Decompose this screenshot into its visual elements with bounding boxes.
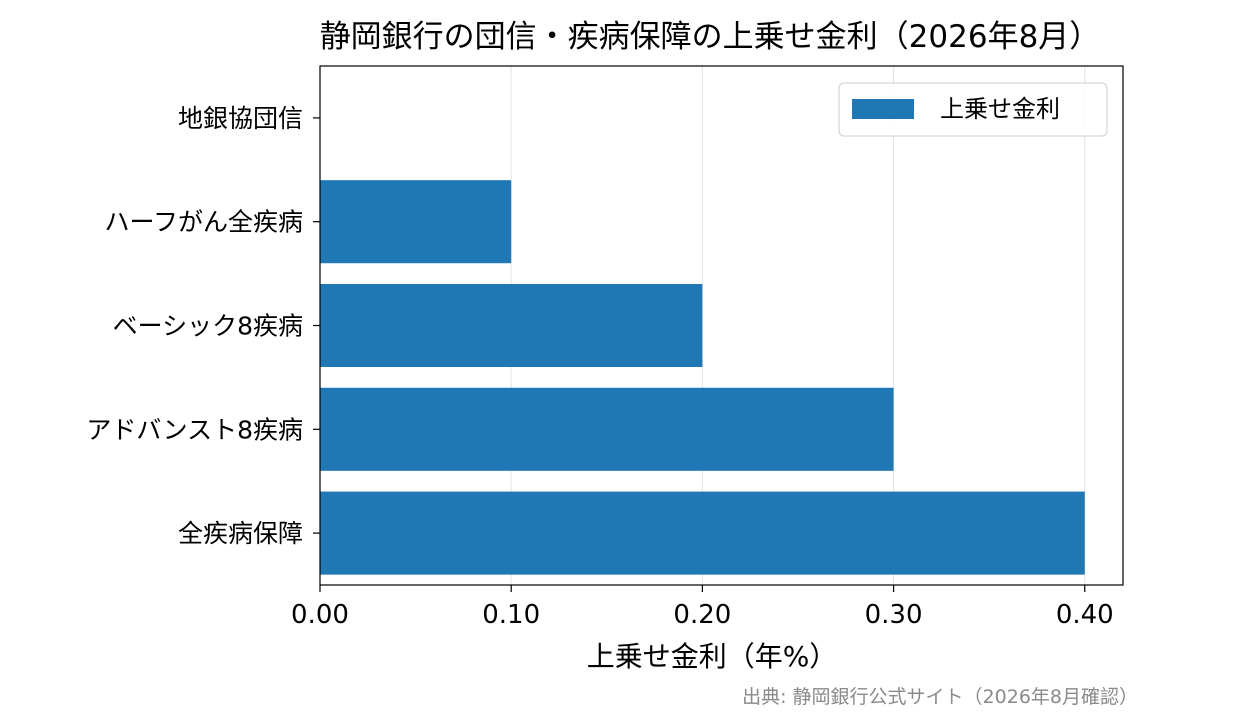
y-tick-label: 全疾病保障 [178,519,303,548]
x-tick-label: 0.40 [1056,600,1114,630]
y-tick-label: ベーシック8疾病 [113,312,303,341]
y-tick-label: アドバンスト8疾病 [86,415,303,444]
bar [320,180,512,264]
legend: 上乗せ金利 [838,82,1108,137]
bar [320,491,1085,575]
legend-box [838,82,1108,137]
bar [320,387,894,471]
legend-label: 上乗せ金利 [940,95,1060,123]
x-tick-label: 0.00 [291,600,349,630]
x-tick-label: 0.10 [482,600,540,630]
bars [320,180,1085,575]
x-axis: 0.00 0.10 0.20 0.30 0.40 [291,585,1114,630]
y-tick-label: 地銀協団信 [178,104,303,133]
bar [320,283,703,368]
chart-title: 静岡銀行の団信・疾病保障の上乗せ金利（2026年8月） [320,19,1101,55]
x-axis-label: 上乗せ金利（年%） [587,640,838,673]
y-tick-label: ハーフがん全疾病 [104,208,303,237]
x-tick-label: 0.20 [673,600,731,630]
source-note: 出典: 静岡銀行公式サイト（2026年8月確認） [742,686,1138,708]
legend-swatch [852,99,914,119]
x-tick-label: 0.30 [865,600,923,630]
